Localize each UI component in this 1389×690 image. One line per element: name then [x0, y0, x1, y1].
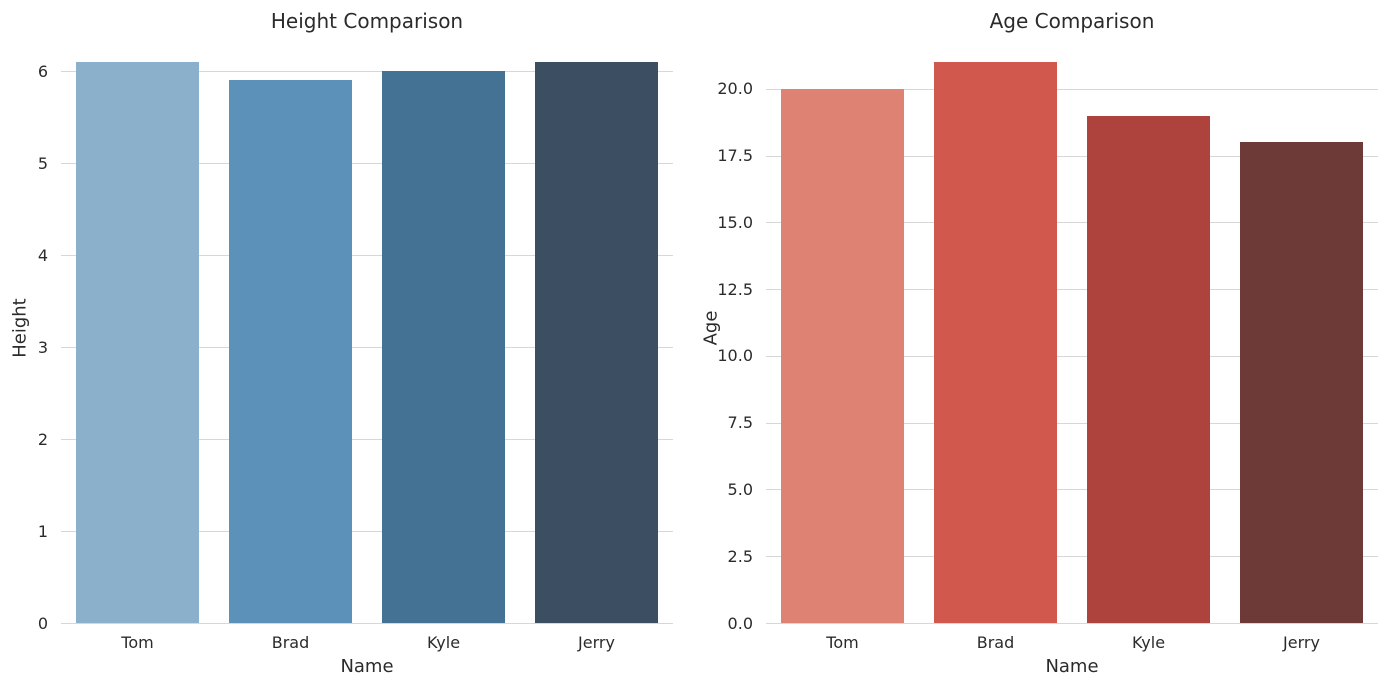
bar-kyle: [1087, 115, 1210, 623]
height-comparison-chart: Height Comparison Height Name 0 1 2 3 4 5 6 Tom…: [0, 0, 694, 690]
bar-jerry: [535, 62, 658, 623]
y-tick-label: 15.0: [717, 212, 753, 232]
y-axis-label-anchor: Age: [694, 311, 729, 346]
x-tick-label: Tom: [826, 633, 859, 652]
gridline: [766, 222, 1378, 224]
bar-kyle: [382, 71, 505, 623]
x-axis-label: Name: [1045, 656, 1099, 677]
y-tick-label: 1: [37, 521, 48, 541]
y-tick-label: 17.5: [717, 146, 753, 165]
gridline: [766, 489, 1378, 491]
plot-area: [766, 34, 1378, 624]
y-tick-label: 5.0: [727, 479, 753, 499]
chart-title: Age Comparison: [989, 9, 1155, 33]
bar-tom: [781, 88, 904, 623]
x-axis-label: Name: [340, 656, 394, 677]
y-tick-label: 0: [37, 613, 48, 633]
y-tick-label: 0.0: [727, 613, 753, 633]
y-axis-label: Age: [700, 310, 722, 346]
y-tick-label: 3: [37, 337, 48, 357]
bar-brad: [934, 62, 1057, 623]
gridline: [61, 163, 673, 165]
x-tick-label: Jerry: [1283, 633, 1320, 652]
gridline: [766, 88, 1378, 90]
gridline: [61, 531, 673, 532]
x-tick-label: Brad: [271, 633, 310, 652]
x-tick-label: Tom: [121, 633, 154, 652]
gridline: [766, 623, 1378, 624]
gridline: [766, 289, 1378, 291]
gridline: [61, 255, 673, 257]
gridline: [766, 422, 1378, 424]
y-tick-label: 5: [37, 153, 48, 173]
gridline: [766, 355, 1378, 357]
y-tick-label: 12.5: [717, 279, 753, 299]
y-tick-label: 6: [37, 61, 48, 81]
y-tick-label: 2.5: [727, 546, 753, 566]
y-tick-label: 4: [37, 245, 48, 265]
bar-brad: [229, 80, 352, 623]
gridline: [61, 439, 673, 441]
bar-tom: [76, 62, 199, 623]
gridline: [61, 71, 673, 73]
x-tick-label: Kyle: [426, 633, 461, 652]
y-tick-label: 20.0: [717, 79, 753, 99]
gridline: [61, 623, 673, 624]
y-tick-label: 7.5: [727, 413, 753, 433]
x-tick-label: Brad: [976, 633, 1015, 652]
gridline: [766, 155, 1378, 157]
y-tick-label: 2: [37, 429, 48, 449]
gridline: [766, 556, 1378, 558]
age-comparison-chart: Age Comparison Age Name 0.0 2.5 5.0 7.5 10.0…: [694, 0, 1389, 690]
plot-area: [61, 34, 673, 624]
y-tick-label: 10.0: [717, 346, 753, 366]
x-tick-label: Kyle: [1131, 633, 1166, 652]
bar-jerry: [1240, 142, 1363, 623]
chart-title: Height Comparison: [270, 9, 464, 33]
gridline: [61, 347, 673, 349]
x-tick-label: Jerry: [578, 633, 615, 652]
